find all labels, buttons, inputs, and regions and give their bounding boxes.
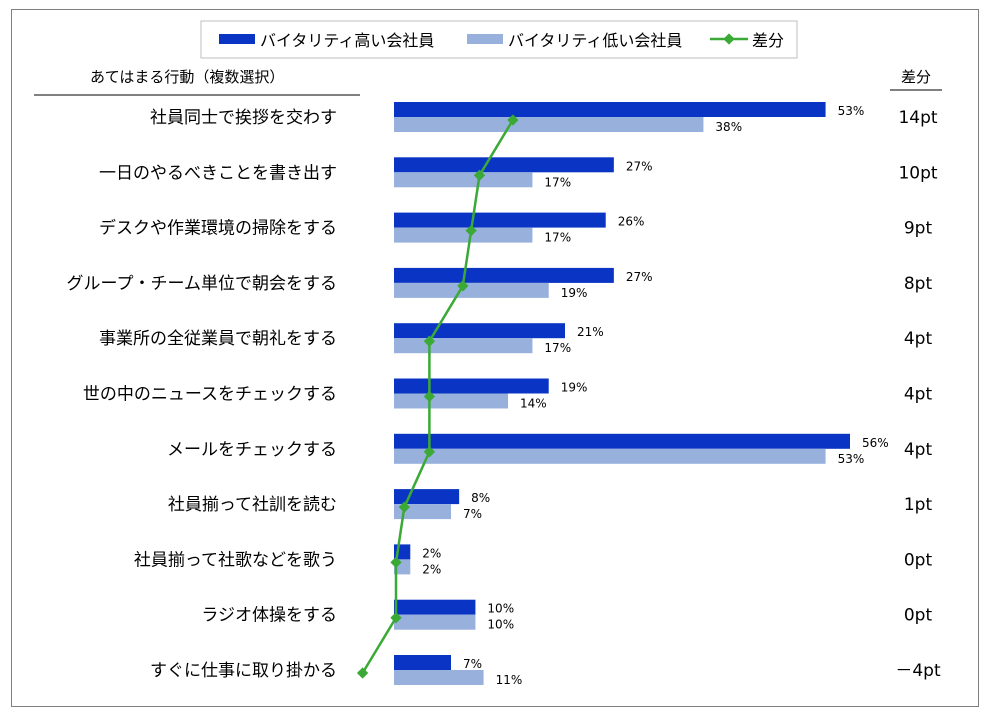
diff-marker (465, 224, 477, 237)
value-label-high: 19% (561, 381, 588, 395)
legend-label-diff: 差分 (752, 31, 784, 50)
legend-label-high: バイタリティ高い会社員 (260, 31, 434, 50)
category-label: ラジオ体操をする (201, 606, 337, 626)
bar-low (394, 172, 533, 188)
diff-marker (398, 501, 411, 513)
value-label-high: 53% (838, 104, 865, 118)
bar-low (394, 614, 476, 630)
bar-high (394, 102, 826, 117)
bar-high (394, 267, 614, 283)
category-label: すぐに仕事に取り掛かる (150, 661, 337, 681)
diff-marker (423, 446, 436, 458)
value-label-high: 26% (618, 215, 645, 229)
bar-high (394, 323, 565, 339)
category-label: グループ・チーム単位で朝会をする (67, 274, 337, 294)
value-label-high: 21% (577, 325, 604, 339)
diff-label: 0pt (904, 550, 933, 570)
value-label-low: 7% (463, 507, 482, 521)
category-label: 世の中のニュースをチェックする (83, 385, 337, 405)
chart-frame (11, 9, 979, 707)
value-label-low: 17% (544, 341, 571, 355)
diff-label: －4pt (895, 661, 941, 681)
value-label-low: 38% (715, 120, 742, 134)
bar-low (394, 448, 826, 464)
value-label-low: 19% (561, 286, 588, 300)
diff-label: 8pt (904, 274, 933, 294)
category-label: 社員同士で挨拶を交わす (150, 108, 337, 128)
value-label-high: 10% (487, 602, 514, 616)
value-label-high: 7% (463, 657, 482, 671)
diff-label: 4pt (904, 440, 933, 460)
value-label-low: 53% (838, 452, 865, 466)
value-label-low: 17% (544, 175, 571, 189)
bar-high (394, 433, 850, 449)
legend-box (200, 20, 798, 59)
bar-low (394, 670, 484, 685)
diff-marker (457, 280, 469, 292)
legend-label-low: バイタリティ低い会社員 (508, 31, 682, 50)
value-label-high: 27% (626, 159, 653, 173)
category-label: 事業所の全従業員で朝礼をする (99, 329, 337, 349)
category-label: 社員揃って社訓を読む (168, 495, 337, 515)
category-label: メールをチェックする (167, 440, 337, 460)
category-label: 社員揃って社歌などを歌う (134, 550, 337, 570)
bar-low (394, 117, 704, 132)
diff-label: 14pt (898, 108, 937, 128)
diff-marker (356, 667, 369, 679)
bar-low (394, 227, 533, 243)
diff-marker (473, 169, 486, 181)
diff-label: 0pt (904, 606, 933, 626)
value-label-low: 14% (520, 397, 547, 411)
diff-label: 4pt (904, 385, 933, 405)
bar-high (394, 599, 476, 615)
bar-high (394, 655, 451, 670)
category-label: デスクや作業環境の掃除をする (99, 218, 337, 239)
diff-marker (423, 335, 436, 347)
legend-marker-diff (723, 33, 735, 45)
bar-high (394, 489, 460, 505)
diff-label: 10pt (898, 163, 937, 183)
bar-low (394, 338, 533, 354)
value-label-high: 2% (422, 546, 441, 560)
diff-marker (423, 390, 436, 403)
diff-label: 1pt (904, 495, 933, 515)
value-label-high: 27% (626, 270, 653, 284)
diff-marker (390, 556, 402, 569)
category-label: 一日のやるべきことを書き出す (99, 163, 337, 183)
value-label-low: 17% (544, 231, 571, 245)
value-label-low: 2% (422, 562, 441, 576)
header-right: 差分 (901, 68, 931, 86)
chart-marks: 社員同士で挨拶を交わす 53% 38% 14pt 一日のやるべきことを書き出す 27% 17… (67, 102, 941, 687)
value-label-high: 8% (471, 491, 490, 505)
bar-low (394, 393, 508, 409)
diff-label: 4pt (904, 329, 933, 349)
diff-label: 9pt (904, 219, 933, 239)
bar-high (394, 378, 549, 394)
bar-low (394, 282, 549, 298)
header-left: あてはまる行動（複数選択） (90, 68, 284, 86)
legend-swatch-low (467, 34, 503, 44)
bar-high (394, 212, 606, 228)
legend-swatch-high (219, 34, 255, 44)
value-label-high: 56% (862, 436, 889, 450)
legend: バイタリティ高い会社員 バイタリティ低い会社員 差分 (200, 20, 798, 59)
bar-high (394, 157, 614, 173)
value-label-low: 11% (496, 673, 523, 687)
value-label-low: 10% (487, 618, 514, 632)
diff-marker (390, 612, 402, 624)
